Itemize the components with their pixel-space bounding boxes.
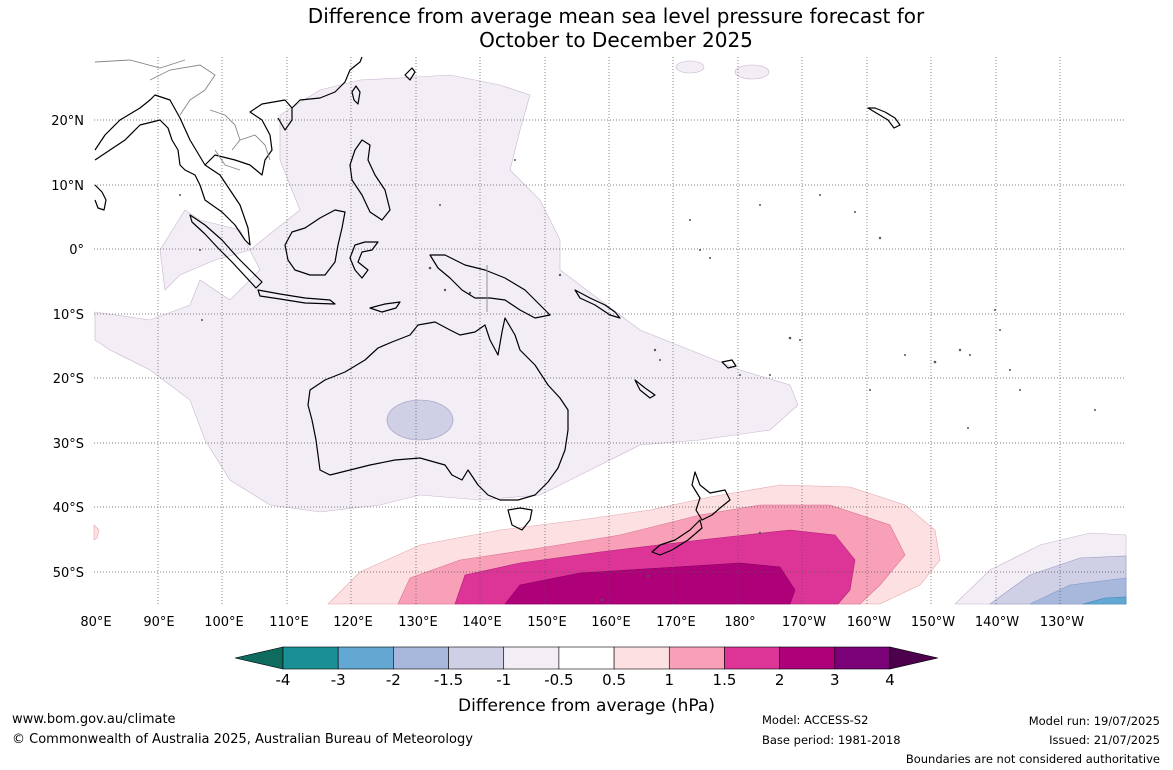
lat-label: 10°N (51, 179, 84, 194)
lon-label: 150°W (911, 615, 955, 630)
lat-label: 40°S (53, 501, 84, 516)
country-borders (94, 59, 488, 312)
coastline-sumatra (189, 214, 263, 289)
issued-date: Issued: 21/07/2025 (1049, 733, 1160, 747)
coastline-sulawesi (349, 241, 379, 279)
lat-label: 20°N (51, 114, 84, 129)
colorbar-swatch (448, 646, 505, 670)
colorbar-tick-label: 0.5 (602, 671, 627, 689)
lon-label: 100°E (204, 615, 244, 630)
map-title: Difference from average mean sea level p… (0, 4, 1173, 52)
colorbar-swatch (282, 646, 339, 670)
coastline-asia (94, 94, 251, 246)
colorbar-tick-label: -2 (385, 671, 401, 689)
copyright-notice: © Commonwealth of Australia 2025, Austra… (12, 732, 473, 747)
lon-label: 180° (724, 615, 755, 630)
title-line-1: Difference from average mean sea level p… (307, 4, 925, 28)
coastline-australia (307, 317, 569, 501)
colorbar-swatch (613, 646, 670, 670)
latitude-labels: 20°N 10°N 0° 10°S 20°S 30°S 40°S 50°S (51, 114, 84, 581)
anomaly-region-positive-strongest (504, 562, 796, 605)
coastline-tasmania (507, 507, 533, 531)
lon-label: 90°E (143, 615, 174, 630)
lat-label: 0° (69, 243, 84, 258)
colorbar-tick-label: -0.5 (544, 671, 574, 689)
pressure-anomaly-shading (94, 60, 1127, 605)
lon-label: 110°E (269, 615, 309, 630)
colorbar-tick-label: 4 (885, 671, 895, 689)
coastline-java (257, 289, 336, 305)
title-line-2: October to December 2025 (479, 28, 753, 52)
coastline-solomons (574, 289, 621, 319)
coastline-philippines (349, 139, 391, 221)
colorbar-extend-max (889, 646, 939, 670)
colorbar-extend-min (234, 646, 284, 670)
anomaly-region-negative-light (94, 74, 799, 513)
lon-label: 140°W (975, 615, 1019, 630)
pacific-islands (179, 159, 1096, 602)
colorbar-swatch (558, 646, 615, 670)
lat-label: 50°S (53, 566, 84, 581)
colorbar-tick-label: 1 (664, 671, 675, 689)
colorbar-tick-label: 3 (830, 671, 840, 689)
coastline-indochina (204, 99, 293, 176)
longitude-labels: 80°E 90°E 100°E 110°E 120°E 130°E 140°E … (80, 615, 1084, 630)
anomaly-region-southeast-strongest (1082, 596, 1127, 605)
graticule (94, 57, 1126, 604)
coastline-japan (404, 67, 416, 81)
lon-label: 120°E (333, 615, 373, 630)
colorbar-swatch (724, 646, 780, 670)
colorbar-tick-label: -1.5 (433, 671, 464, 689)
colorbar-tick-label: 1.5 (712, 671, 737, 689)
coastline-nz-south (651, 519, 703, 556)
coastline-china (291, 56, 363, 109)
lat-label: 30°S (53, 437, 84, 452)
lat-label: 10°S (53, 308, 84, 323)
coastline-hawaii (867, 107, 901, 129)
lon-label: 140°E (462, 615, 502, 630)
lon-label: 170°E (656, 615, 696, 630)
colorbar-swatch (779, 646, 836, 670)
coastline-nz-north (691, 471, 731, 521)
lon-label: 80°E (80, 615, 111, 630)
coastline-fiji (721, 359, 737, 369)
coastline-taiwan (351, 85, 361, 105)
lon-label: 170°W (782, 615, 826, 630)
lat-label: 20°S (53, 372, 84, 387)
website-link[interactable]: www.bom.gov.au/climate (12, 712, 176, 727)
lon-label: 160°W (847, 615, 891, 630)
lon-label: 150°E (527, 615, 567, 630)
lon-label: 160°E (591, 615, 631, 630)
colorbar-swatch (668, 646, 725, 670)
colorbar-title: Difference from average (hPa) (458, 696, 715, 716)
coastlines (94, 56, 901, 556)
colorbar-swatch (503, 646, 560, 670)
lon-label: 130°E (398, 615, 438, 630)
colorbar-tick-label: 2 (774, 671, 785, 689)
colorbar-swatch (337, 646, 394, 670)
coastline-new-caledonia (634, 379, 656, 399)
model-name: Model: ACCESS-S2 (762, 713, 869, 727)
colorbar-tick-label: -3 (330, 671, 346, 689)
colorbar-tick-label: -1 (496, 671, 512, 689)
anomaly-blob (675, 60, 705, 74)
coastline-borneo (284, 209, 346, 276)
coastline-india-tip (94, 184, 107, 211)
coastline-timor (369, 301, 401, 313)
anomaly-blob-west (93, 524, 100, 541)
anomaly-blob (734, 64, 770, 80)
anomaly-region-negative-medium (386, 399, 454, 441)
colorbar (234, 646, 939, 670)
coastline-new-guinea (429, 254, 551, 319)
model-run-date: Model run: 19/07/2025 (1028, 714, 1160, 728)
base-period: Base period: 1981-2018 (762, 733, 901, 747)
colorbar-swatch (393, 646, 449, 670)
colorbar-tick-label: -4 (275, 671, 291, 689)
boundary-disclaimer: Boundaries are not considered authoritat… (905, 752, 1160, 766)
lon-label: 130°W (1040, 615, 1084, 630)
colorbar-swatch (834, 646, 891, 670)
